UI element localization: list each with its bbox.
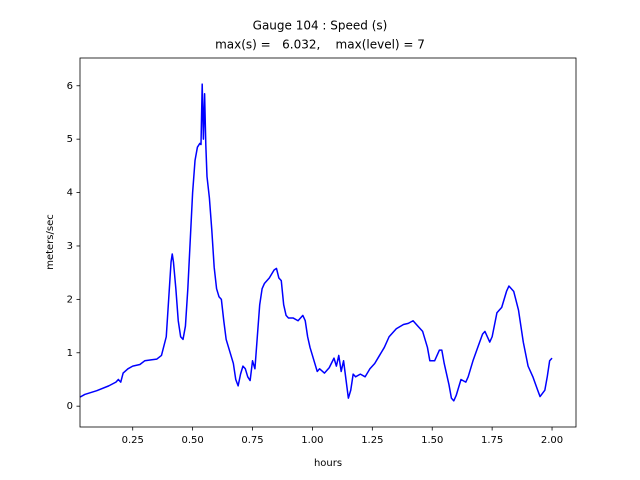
y-tick-label: 6 [67, 81, 73, 92]
y-tick-label: 1 [67, 348, 73, 359]
x-tick-label: 2.00 [541, 435, 563, 446]
x-tick-label: 1.00 [301, 435, 323, 446]
x-tick-label: 1.50 [421, 435, 443, 446]
y-axis-label: meters/sec [45, 214, 56, 270]
y-tick-label: 4 [67, 188, 73, 199]
x-axis-label: hours [314, 458, 342, 469]
y-tick-label: 2 [67, 294, 73, 305]
x-tick-label: 0.50 [181, 435, 203, 446]
plot-frame [79, 57, 577, 428]
line-series [79, 83, 553, 402]
chart-subtitle: max(s) = 6.032, max(level) = 7 [215, 38, 425, 52]
y-tick-label: 0 [67, 401, 73, 412]
y-tick-label: 3 [67, 241, 73, 252]
chart-title: Gauge 104 : Speed (s) [253, 19, 388, 33]
y-tick-label: 5 [67, 134, 73, 145]
x-tick-label: 0.25 [122, 435, 144, 446]
x-tick-label: 0.75 [241, 435, 263, 446]
x-tick-label: 1.25 [361, 435, 383, 446]
x-tick-label: 1.75 [481, 435, 503, 446]
